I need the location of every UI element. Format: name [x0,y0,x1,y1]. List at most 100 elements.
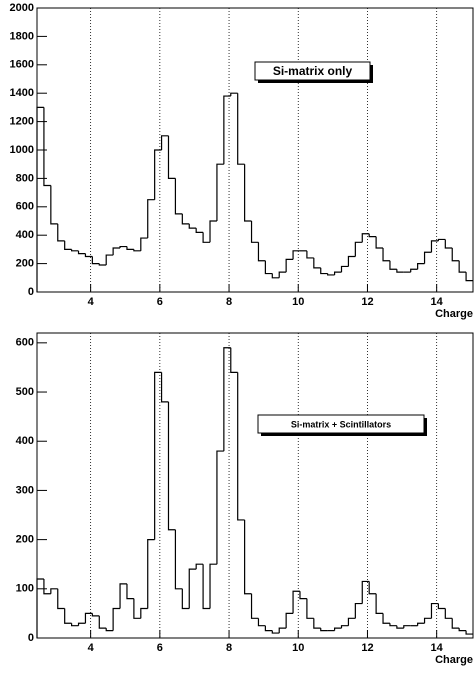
histogram-bin [451,247,460,262]
histogram-bin [250,221,259,243]
histogram-bin [43,107,51,187]
y-tick-label: 600 [16,201,34,213]
plot-frame [36,7,474,293]
histogram-bin [154,371,162,540]
histogram-bin [230,347,238,373]
histogram-bin [188,223,197,229]
histogram-bin [423,617,432,624]
histogram-bin [396,269,404,273]
histogram-bin [147,539,155,609]
histogram-bin [396,625,404,629]
histogram-bin [320,628,328,632]
x-tick-label: 6 [157,642,163,654]
histogram-bin [181,213,190,225]
y-tick-label: 0 [28,286,34,298]
histogram-bin [430,602,439,619]
histogram-bin [181,588,190,610]
histogram-bin [126,246,134,250]
histogram-bin [174,529,183,590]
histogram-bin [354,602,363,619]
histogram-bin [98,263,107,266]
histogram-bin [133,249,141,252]
y-tick-label: 200 [16,534,34,546]
histogram-bin [216,450,224,565]
histogram-bin [77,622,86,626]
histogram-bin [91,613,100,617]
histogram-bin [320,267,328,275]
y-tick-label: 600 [16,337,34,349]
x-tick-label: 4 [88,642,95,654]
histogram-bin [71,623,79,627]
histogram-bin [223,95,231,165]
histogram-bin [202,564,211,610]
histogram-bin [119,245,127,248]
histogram-bin [147,199,155,239]
histogram-bin [278,627,287,634]
histogram-bin [368,233,377,238]
y-tick-label: 800 [16,172,34,184]
histogram-bin [382,247,390,262]
histogram-bin [361,233,370,243]
histogram-bin [195,563,204,570]
histogram-bin [327,273,335,276]
histogram-bin [140,607,148,619]
histogram-bin [437,603,446,610]
histogram-bin [71,249,79,252]
y-tick-label: 400 [16,229,34,241]
histogram-bin [306,598,314,619]
histogram-bin [195,228,204,233]
histogram-bin [333,627,342,631]
histogram-bin [264,625,273,632]
x-tick-label: 8 [226,296,232,308]
x-tick-label: 10 [292,642,304,654]
histogram-bin [57,588,65,610]
histogram-bin [278,271,287,278]
histogram-bin [244,519,252,595]
histogram-bin [285,612,294,629]
histogram-bin [140,237,148,251]
histogram-bin [126,583,134,600]
histogram-bin [257,618,266,627]
x-axis-label: Charge [435,654,473,666]
histogram-bin [57,223,65,242]
y-tick-label: 1600 [10,59,34,71]
histogram-bin [292,250,300,260]
histogram-bin [174,178,183,215]
histogram-bin [340,625,349,629]
histogram-bin [209,220,217,243]
annotation: Si-matrix only [273,64,353,78]
histogram-bin [112,247,121,256]
histogram-bin [36,578,44,638]
x-tick-label: 4 [88,296,95,308]
histogram-bin [50,588,58,594]
histogram-bin [188,568,197,609]
histogram-bin [361,580,370,604]
histogram-bin [105,628,114,632]
histogram-bin [202,232,211,243]
x-axis-label: Charge [435,308,473,320]
histogram-bin [417,263,425,270]
x-tick-label: 6 [157,296,163,308]
histogram-bin [223,347,231,452]
histogram-bin [285,258,294,273]
x-tick-label: 12 [361,296,373,308]
histogram-bin [216,163,224,221]
y-tick-label: 1200 [10,116,34,128]
x-tick-label: 14 [431,296,444,308]
histogram-bin [347,255,356,267]
histogram-bin [430,240,439,253]
histogram-bin [50,185,58,225]
histogram-bin [403,625,411,629]
histogram-bin [209,563,217,609]
histogram-bin [410,268,418,273]
histogram-bin [244,164,252,222]
histogram-bin [306,250,314,259]
histogram-bin [43,578,51,595]
plot-frame [36,332,474,639]
histogram-bin [340,265,349,273]
histogram-bin [354,241,363,257]
histogram-bin [382,613,390,624]
histogram-bin [167,135,176,179]
histogram-bin [237,93,245,165]
